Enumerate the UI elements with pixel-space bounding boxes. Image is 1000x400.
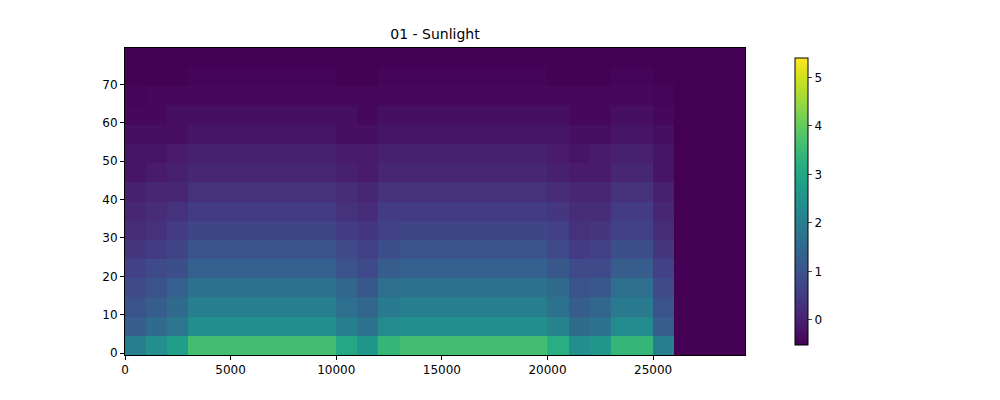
svg-text:2: 2	[814, 216, 822, 230]
svg-text:50: 50	[102, 154, 117, 168]
svg-text:40: 40	[102, 193, 117, 207]
svg-text:0: 0	[814, 313, 822, 327]
svg-text:1: 1	[814, 265, 822, 279]
svg-text:70: 70	[102, 78, 117, 92]
svg-text:60: 60	[102, 116, 117, 130]
svg-text:30: 30	[102, 231, 117, 245]
svg-text:5000: 5000	[215, 363, 246, 377]
svg-text:20000: 20000	[528, 363, 566, 377]
svg-text:0: 0	[110, 346, 118, 360]
svg-text:01 - Sunlight: 01 - Sunlight	[390, 26, 480, 42]
svg-text:3: 3	[814, 168, 822, 182]
svg-text:20: 20	[102, 270, 117, 284]
svg-text:10: 10	[102, 308, 117, 322]
svg-text:4: 4	[814, 119, 822, 133]
svg-text:10000: 10000	[317, 363, 355, 377]
svg-text:15000: 15000	[423, 363, 461, 377]
svg-text:0: 0	[121, 363, 129, 377]
svg-text:5: 5	[814, 71, 822, 85]
svg-text:25000: 25000	[634, 363, 672, 377]
